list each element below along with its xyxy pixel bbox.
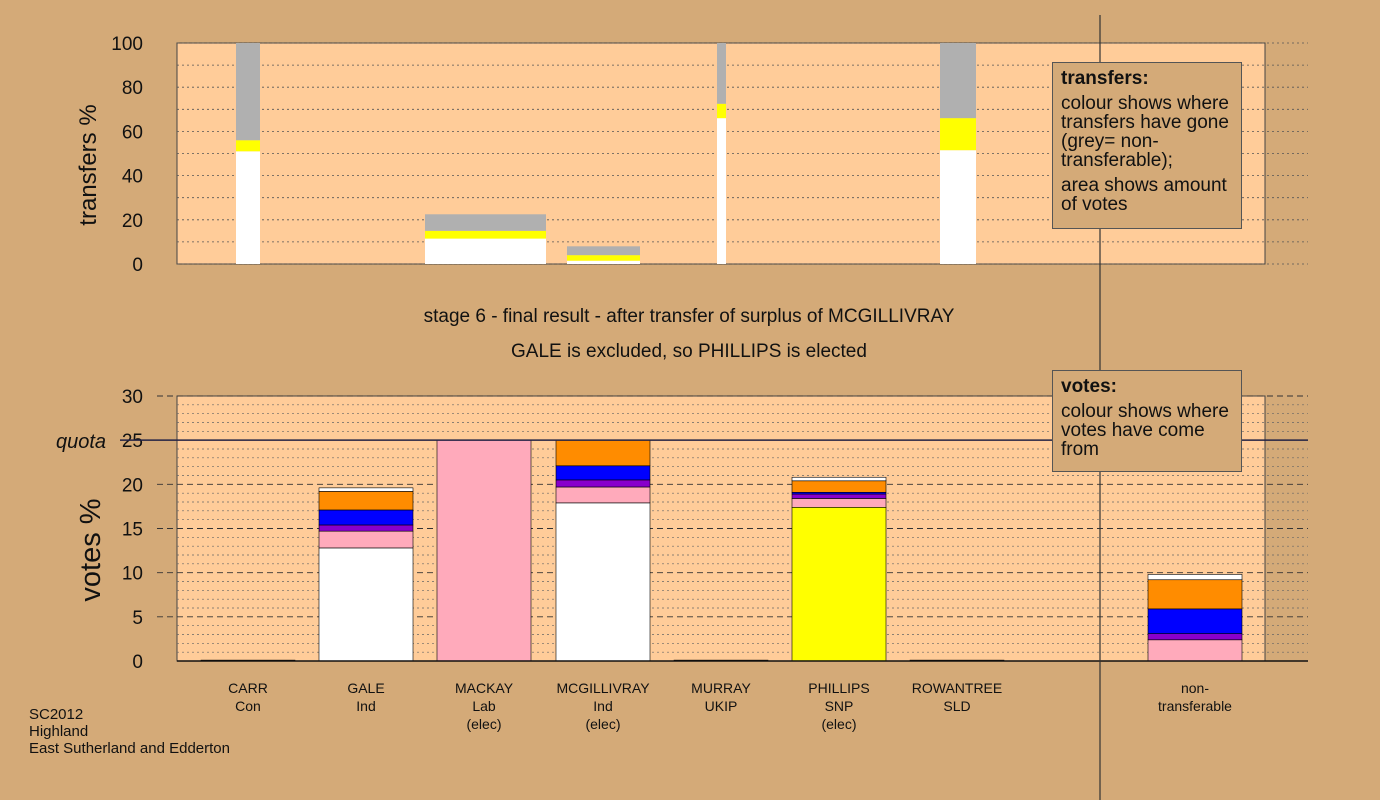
candidate-label: (elec) <box>585 716 620 732</box>
vote-bar-segment-phillips <box>791 498 887 508</box>
transfer-bar-segment-carr <box>236 43 260 141</box>
candidate-label: ROWANTREE <box>912 680 1002 696</box>
candidate-label: UKIP <box>705 698 738 714</box>
transfer-bar-segment-rowantree <box>940 118 976 151</box>
footer-council: Highland <box>29 723 89 740</box>
vote-bar-segment-gale <box>318 491 414 511</box>
candidate-label: Ind <box>356 698 375 714</box>
vote-bar-segment-mcgillivray <box>555 479 651 488</box>
candidate-label: Ind <box>593 698 612 714</box>
vote-bar-segment-mackay <box>436 439 532 662</box>
vote-bar-segment-mcgillivray <box>555 486 651 504</box>
votes-tick-label: 10 <box>122 564 143 585</box>
candidate-label: transferable <box>1158 698 1232 714</box>
transfers-tick-label: 80 <box>122 78 143 99</box>
vote-bar-segment-gale <box>318 509 414 526</box>
candidate-label: CARR <box>228 680 268 696</box>
transfer-bar-segment-mcgillivray <box>567 246 640 256</box>
vote-bar-segment-phillips <box>791 476 887 482</box>
transfer-bar-segment-mackay <box>425 230 546 239</box>
transfer-bar-segment-rowantree <box>940 150 976 264</box>
vote-bar-segment-gale <box>318 530 414 549</box>
votes-legend: votes: colour shows where votes have com… <box>1052 370 1242 472</box>
footer-ward: East Sutherland and Edderton <box>29 740 230 757</box>
vote-bar-segment-phillips <box>791 493 887 499</box>
vote-bar-segment-non <box>1147 633 1243 641</box>
candidate-label: MCGILLIVRAY <box>556 680 650 696</box>
candidate-label: GALE <box>347 680 384 696</box>
candidate-label: (elec) <box>821 716 856 732</box>
candidate-label: Lab <box>472 698 496 714</box>
vote-bar-segment-non <box>1147 579 1243 610</box>
votes-tick-label: 15 <box>122 520 143 541</box>
vote-bar-segment-phillips <box>791 506 887 662</box>
vote-bar-segment-non <box>1147 574 1243 581</box>
vote-bar-segment-gale <box>318 547 414 662</box>
candidate-label: SNP <box>825 698 854 714</box>
transfer-bar-segment-carr <box>236 140 260 152</box>
candidate-label: MACKAY <box>455 680 514 696</box>
transfers-tick-label: 20 <box>122 211 143 232</box>
transfer-bar-segment-mackay <box>425 214 546 231</box>
votes-legend-title: votes: <box>1061 376 1117 397</box>
transfer-bar-segment-murray <box>717 103 726 119</box>
votes-tick-label: 30 <box>122 387 143 408</box>
transfers-legend-text2: area shows amount of votes <box>1061 175 1227 215</box>
votes-tick-label: 0 <box>132 652 143 673</box>
transfer-bar-segment-carr <box>236 151 260 264</box>
candidate-label: SLD <box>943 698 970 714</box>
vote-bar-segment-non <box>1147 639 1243 662</box>
vote-bar-segment-mcgillivray <box>555 439 651 467</box>
footer-election: SC2012 <box>29 706 84 723</box>
transfer-bar-segment-mcgillivray <box>567 255 640 261</box>
candidate-label: Con <box>235 698 261 714</box>
votes-legend-text: colour shows where votes have come from <box>1061 401 1229 460</box>
stage-caption-line1: stage 6 - final result - after transfer … <box>423 306 955 327</box>
vote-bar-segment-gale <box>318 524 414 532</box>
vote-bar-segment-mcgillivray <box>555 465 651 481</box>
vote-bar-segment-phillips <box>791 480 887 493</box>
transfer-bar-segment-murray <box>717 118 726 264</box>
quota-label: quota <box>56 431 106 453</box>
transfers-tick-label: 0 <box>132 255 143 276</box>
votes-axis-title: votes % <box>75 498 107 601</box>
transfers-tick-label: 60 <box>122 122 143 143</box>
transfers-legend: transfers: colour shows where transfers … <box>1052 62 1242 229</box>
candidate-label: PHILLIPS <box>808 680 869 696</box>
vote-bar-segment-gale <box>318 487 414 492</box>
votes-tick-label: 20 <box>122 475 143 496</box>
transfers-tick-label: 100 <box>111 34 143 55</box>
transfers-axis-title: transfers % <box>75 104 102 225</box>
transfer-bar-segment-murray <box>717 43 726 104</box>
transfers-legend-title: transfers: <box>1061 68 1149 89</box>
transfer-bar-segment-mackay <box>425 238 546 264</box>
stage-caption-line2: GALE is excluded, so PHILLIPS is elected <box>511 341 867 362</box>
candidate-label: (elec) <box>466 716 501 732</box>
transfers-legend-text1: colour shows where transfers have gone (… <box>1061 93 1229 171</box>
votes-tick-label: 25 <box>122 431 143 452</box>
votes-tick-label: 5 <box>132 608 143 629</box>
candidate-label: MURRAY <box>691 680 751 696</box>
footer: SC2012 Highland East Sutherland and Edde… <box>29 706 230 757</box>
candidate-label: non- <box>1181 680 1209 696</box>
vote-bar-segment-mcgillivray <box>555 502 651 662</box>
transfer-bar-segment-rowantree <box>940 43 976 119</box>
transfers-tick-label: 40 <box>122 167 143 188</box>
transfer-bar-segment-mcgillivray <box>567 260 640 264</box>
vote-bar-segment-non <box>1147 608 1243 634</box>
